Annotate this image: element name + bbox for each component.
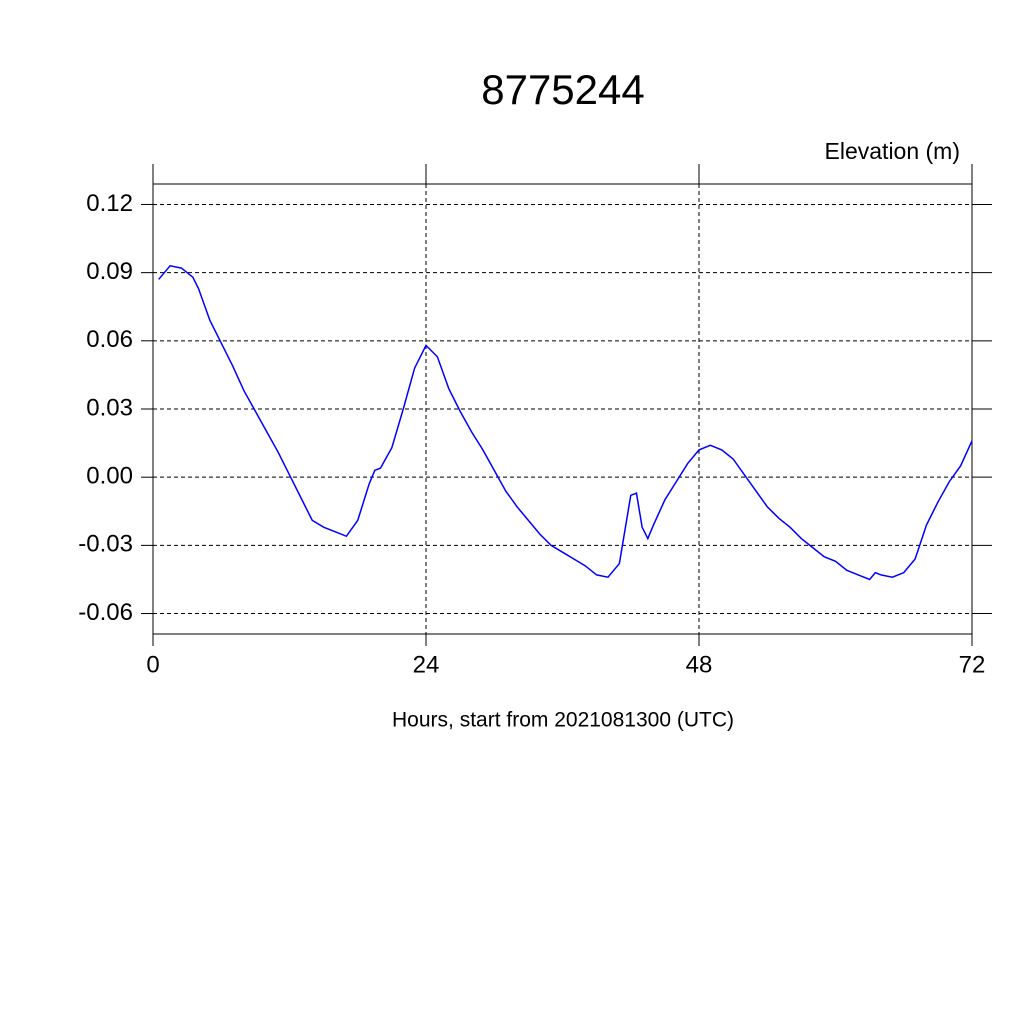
data-line xyxy=(158,264,973,581)
y-axis-title: Elevation (m) xyxy=(825,138,960,164)
y-tick-label: 0.00 xyxy=(86,463,133,490)
x-tick-label: 48 xyxy=(686,651,713,678)
y-tick-label: 0.09 xyxy=(86,258,133,285)
y-tick-label: 0.03 xyxy=(86,394,133,421)
y-tick-label: 0.06 xyxy=(86,326,133,353)
x-tick-label: 72 xyxy=(959,651,986,678)
x-tick-label: 24 xyxy=(413,651,440,678)
y-tick-label: -0.03 xyxy=(78,531,133,558)
x-axis-title: Hours, start from 2021081300 (UTC) xyxy=(392,709,734,732)
chart-title: 8775244 xyxy=(481,66,645,113)
y-tick-label: -0.06 xyxy=(78,599,133,626)
x-tick-label: 0 xyxy=(146,651,159,678)
y-tick-label: 0.12 xyxy=(86,190,133,217)
